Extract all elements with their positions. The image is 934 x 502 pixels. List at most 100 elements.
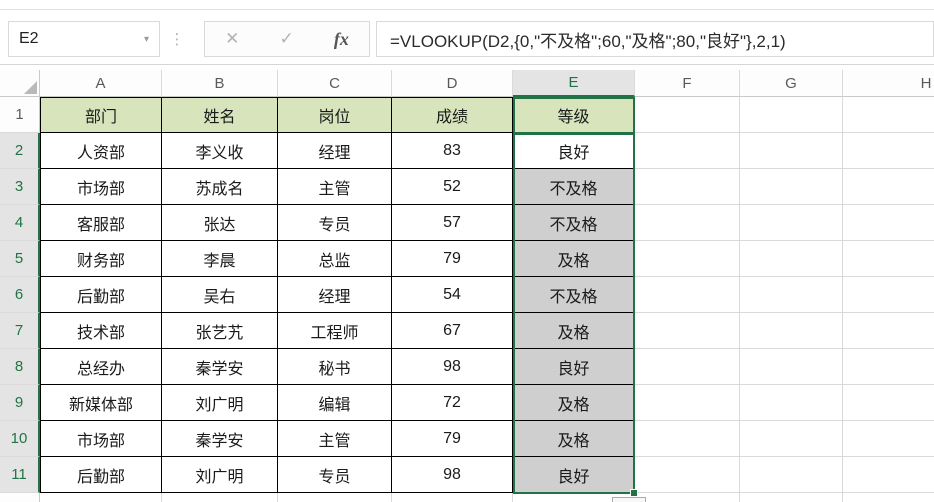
column-header-C[interactable]: C: [278, 70, 392, 97]
cell-A12[interactable]: [40, 493, 162, 502]
cell-D2[interactable]: 83: [392, 133, 513, 169]
row-header-3[interactable]: 3: [0, 169, 40, 205]
cell-A5[interactable]: 财务部: [40, 241, 162, 277]
row-header-7[interactable]: 7: [0, 313, 40, 349]
cell-H2[interactable]: [843, 133, 934, 169]
cell-H7[interactable]: [843, 313, 934, 349]
cell-E4[interactable]: 不及格: [513, 205, 635, 241]
cell-H10[interactable]: [843, 421, 934, 457]
row-header-11[interactable]: 11: [0, 457, 40, 493]
cell-E2[interactable]: 良好: [513, 133, 635, 169]
cell-E10[interactable]: 及格: [513, 421, 635, 457]
cell-B6[interactable]: 吴右: [162, 277, 278, 313]
cell-B1[interactable]: 姓名: [162, 97, 278, 133]
cell-B7[interactable]: 张艺艽: [162, 313, 278, 349]
name-box-dropdown-icon[interactable]: ▾: [143, 33, 149, 45]
cell-F11[interactable]: [635, 457, 740, 493]
cell-F2[interactable]: [635, 133, 740, 169]
cell-B5[interactable]: 李晨: [162, 241, 278, 277]
cell-C1[interactable]: 岗位: [278, 97, 392, 133]
column-header-H[interactable]: H: [843, 70, 934, 97]
insert-function-icon[interactable]: fx: [333, 28, 349, 49]
cell-H9[interactable]: [843, 385, 934, 421]
cell-C6[interactable]: 经理: [278, 277, 392, 313]
cell-F3[interactable]: [635, 169, 740, 205]
cell-F12[interactable]: [635, 493, 740, 502]
row-header-4[interactable]: 4: [0, 205, 40, 241]
row-header-12[interactable]: [0, 493, 40, 502]
formula-input[interactable]: =VLOOKUP(D2,{0,"不及格";60,"及格";80,"良好"},2,…: [376, 21, 934, 57]
cell-A11[interactable]: 后勤部: [40, 457, 162, 493]
cancel-icon[interactable]: ✕: [225, 29, 240, 48]
cell-A3[interactable]: 市场部: [40, 169, 162, 205]
column-header-B[interactable]: B: [162, 70, 278, 97]
cell-H6[interactable]: [843, 277, 934, 313]
cell-E7[interactable]: 及格: [513, 313, 635, 349]
cell-D9[interactable]: 72: [392, 385, 513, 421]
cell-A9[interactable]: 新媒体部: [40, 385, 162, 421]
cell-A7[interactable]: 技术部: [40, 313, 162, 349]
cell-G9[interactable]: [740, 385, 843, 421]
cell-D3[interactable]: 52: [392, 169, 513, 205]
cell-G6[interactable]: [740, 277, 843, 313]
column-header-A[interactable]: A: [40, 70, 162, 97]
cell-D6[interactable]: 54: [392, 277, 513, 313]
cell-H8[interactable]: [843, 349, 934, 385]
cell-F9[interactable]: [635, 385, 740, 421]
cell-A1[interactable]: 部门: [40, 97, 162, 133]
cell-A10[interactable]: 市场部: [40, 421, 162, 457]
cell-G2[interactable]: [740, 133, 843, 169]
cell-B9[interactable]: 刘广明: [162, 385, 278, 421]
cell-F5[interactable]: [635, 241, 740, 277]
cell-G12[interactable]: [740, 493, 843, 502]
cell-A8[interactable]: 总经办: [40, 349, 162, 385]
cell-C4[interactable]: 专员: [278, 205, 392, 241]
cell-B2[interactable]: 李义收: [162, 133, 278, 169]
cell-C2[interactable]: 经理: [278, 133, 392, 169]
cell-D1[interactable]: 成绩: [392, 97, 513, 133]
column-header-E[interactable]: E: [513, 70, 635, 97]
cell-C9[interactable]: 编辑: [278, 385, 392, 421]
row-header-6[interactable]: 6: [0, 277, 40, 313]
cell-G4[interactable]: [740, 205, 843, 241]
cell-B3[interactable]: 苏成名: [162, 169, 278, 205]
cell-D8[interactable]: 98: [392, 349, 513, 385]
cell-G1[interactable]: [740, 97, 843, 133]
select-all-button[interactable]: [0, 70, 40, 97]
cell-B10[interactable]: 秦学安: [162, 421, 278, 457]
cell-E9[interactable]: 及格: [513, 385, 635, 421]
fill-handle[interactable]: [630, 489, 638, 497]
row-header-5[interactable]: 5: [0, 241, 40, 277]
cell-G5[interactable]: [740, 241, 843, 277]
cell-H3[interactable]: [843, 169, 934, 205]
cell-D12[interactable]: [392, 493, 513, 502]
cell-C8[interactable]: 秘书: [278, 349, 392, 385]
cell-H5[interactable]: [843, 241, 934, 277]
enter-icon[interactable]: ✓: [279, 29, 294, 48]
cell-E8[interactable]: 良好: [513, 349, 635, 385]
row-header-9[interactable]: 9: [0, 385, 40, 421]
cell-F6[interactable]: [635, 277, 740, 313]
cell-B4[interactable]: 张达: [162, 205, 278, 241]
cell-C5[interactable]: 总监: [278, 241, 392, 277]
row-header-10[interactable]: 10: [0, 421, 40, 457]
cell-F8[interactable]: [635, 349, 740, 385]
cell-G11[interactable]: [740, 457, 843, 493]
cell-H12[interactable]: [843, 493, 934, 502]
row-header-8[interactable]: 8: [0, 349, 40, 385]
cell-E11[interactable]: 良好: [513, 457, 635, 493]
cell-F10[interactable]: [635, 421, 740, 457]
autofill-options-button[interactable]: [612, 497, 646, 502]
row-header-2[interactable]: 2: [0, 133, 40, 169]
column-header-G[interactable]: G: [740, 70, 843, 97]
cell-G3[interactable]: [740, 169, 843, 205]
cell-C11[interactable]: 专员: [278, 457, 392, 493]
cell-C10[interactable]: 主管: [278, 421, 392, 457]
cell-C7[interactable]: 工程师: [278, 313, 392, 349]
cell-F4[interactable]: [635, 205, 740, 241]
cell-H11[interactable]: [843, 457, 934, 493]
cell-G8[interactable]: [740, 349, 843, 385]
cell-B12[interactable]: [162, 493, 278, 502]
cell-B8[interactable]: 秦学安: [162, 349, 278, 385]
cell-C12[interactable]: [278, 493, 392, 502]
